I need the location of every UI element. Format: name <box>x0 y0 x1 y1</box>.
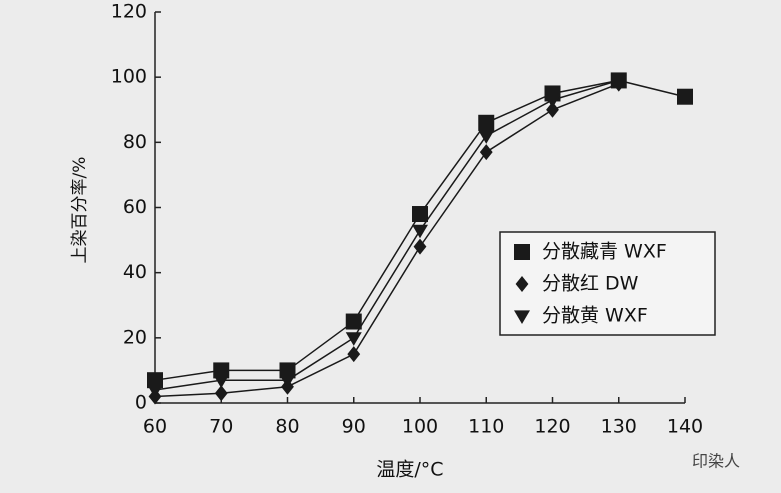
marker <box>514 244 530 260</box>
x-tick-label: 100 <box>402 416 438 438</box>
y-tick-label: 80 <box>123 131 147 153</box>
x-tick-label: 120 <box>534 416 570 438</box>
series-line <box>154 79 619 391</box>
y-tick-label: 60 <box>123 196 147 218</box>
x-tick-label: 80 <box>275 416 299 438</box>
marker <box>345 332 362 346</box>
marker <box>213 362 230 379</box>
marker <box>345 313 362 330</box>
marker <box>479 144 493 161</box>
marker <box>279 374 296 389</box>
y-axis-label: 上染百分率/% <box>70 157 90 264</box>
marker <box>478 114 495 131</box>
marker <box>515 276 529 292</box>
marker <box>546 101 559 118</box>
y-tick-label: 120 <box>111 1 147 23</box>
watermark: 印染人 <box>692 452 740 471</box>
x-axis-label: 温度/°C <box>376 459 443 481</box>
y-tick-label: 20 <box>123 326 147 348</box>
marker <box>279 362 296 379</box>
marker <box>147 372 163 389</box>
marker <box>610 74 627 89</box>
marker <box>347 346 361 363</box>
y-tick-label: 100 <box>111 66 147 88</box>
marker <box>677 88 693 105</box>
y-tick-label: 0 <box>135 392 147 414</box>
y-tick-label: 40 <box>123 261 147 283</box>
marker <box>514 310 530 324</box>
marker <box>412 224 428 239</box>
marker <box>214 385 228 402</box>
marker <box>413 238 427 255</box>
x-tick-label: 60 <box>143 416 167 438</box>
marker <box>147 384 163 398</box>
x-tick-label: 110 <box>468 416 504 438</box>
marker <box>478 130 495 144</box>
legend-box <box>499 231 716 336</box>
x-tick-label: 140 <box>667 416 703 438</box>
legend-label: 分散藏青 WXF <box>542 241 667 263</box>
marker <box>213 374 230 389</box>
x-tick-label: 130 <box>601 416 637 438</box>
marker <box>412 206 428 223</box>
x-tick-label: 90 <box>342 416 366 438</box>
x-tick-label: 70 <box>209 416 233 438</box>
series-line <box>154 82 620 398</box>
legend-label: 分散黄 WXF <box>542 305 648 327</box>
marker <box>544 94 561 108</box>
legend-label: 分散红 DW <box>542 273 639 295</box>
